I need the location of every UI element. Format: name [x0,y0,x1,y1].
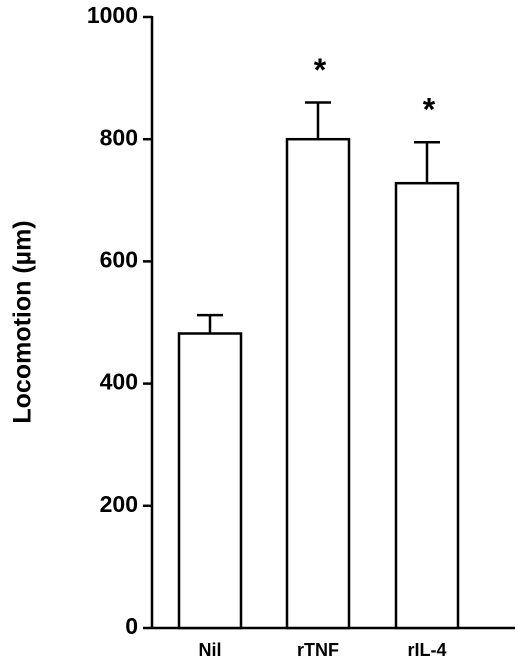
x-tick-label: rTNF [297,640,339,660]
y-axis-label: Locomotion (µm) [9,220,37,423]
y-tick-label: 800 [100,124,138,150]
y-tick-label: 1000 [87,2,138,28]
bar [285,137,351,630]
significance-marker: * [314,52,327,88]
y-tick-label: 0 [125,613,138,639]
y-tick-label: 200 [100,491,138,517]
significance-marker: * [423,92,436,128]
y-tick-label: 400 [100,369,138,395]
y-tick-label: 600 [100,246,138,272]
x-tick-label: rIL-4 [407,640,446,660]
x-tick-label: Nil [198,640,221,660]
bar [177,332,243,630]
bar [394,181,460,630]
